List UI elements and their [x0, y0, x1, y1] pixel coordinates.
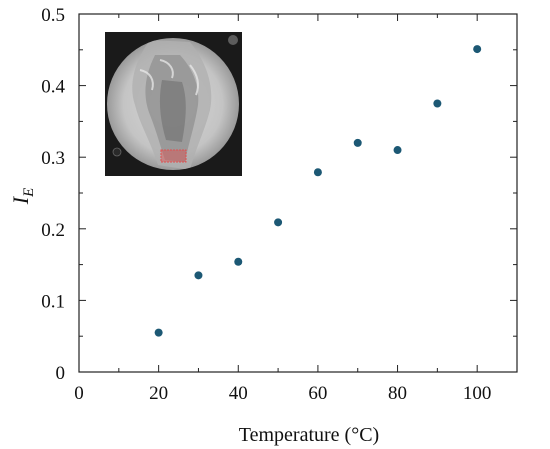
data-point	[313, 168, 322, 177]
y-tick-label: 0.4	[41, 77, 65, 98]
x-tick-label: 100	[463, 383, 492, 404]
y-axis-label: IE	[8, 188, 37, 206]
x-tick-label: 40	[229, 383, 248, 404]
y-axis-ticks: 0 0.1 0.2 0.3 0.4 0.5	[41, 5, 517, 384]
x-axis-ticks: 0 20 40 60 80 100	[74, 14, 518, 404]
svg-text:IE: IE	[8, 188, 37, 206]
y-axis-label-main: I	[8, 195, 33, 205]
x-axis-label: Temperature (°C)	[239, 424, 379, 446]
data-point	[154, 328, 163, 337]
x-tick-label: 20	[149, 383, 168, 404]
data-point	[473, 45, 482, 54]
y-tick-label: 0.2	[41, 220, 65, 241]
data-points	[154, 45, 482, 337]
data-point	[433, 99, 442, 108]
data-point	[274, 218, 283, 227]
data-point	[234, 257, 243, 266]
data-point	[393, 146, 402, 155]
y-tick-label: 0.3	[41, 148, 65, 169]
y-tick-label: 0.1	[41, 291, 65, 312]
x-tick-label: 60	[308, 383, 327, 404]
y-axis-label-sub: E	[21, 188, 37, 198]
x-tick-label: 80	[388, 383, 407, 404]
flame-photo-inset	[105, 32, 242, 176]
data-point	[194, 271, 203, 280]
data-point	[353, 138, 362, 147]
y-tick-label: 0.5	[41, 5, 65, 26]
y-tick-label: 0	[56, 363, 66, 384]
highlight-region	[160, 149, 187, 163]
x-tick-label: 0	[74, 383, 84, 404]
